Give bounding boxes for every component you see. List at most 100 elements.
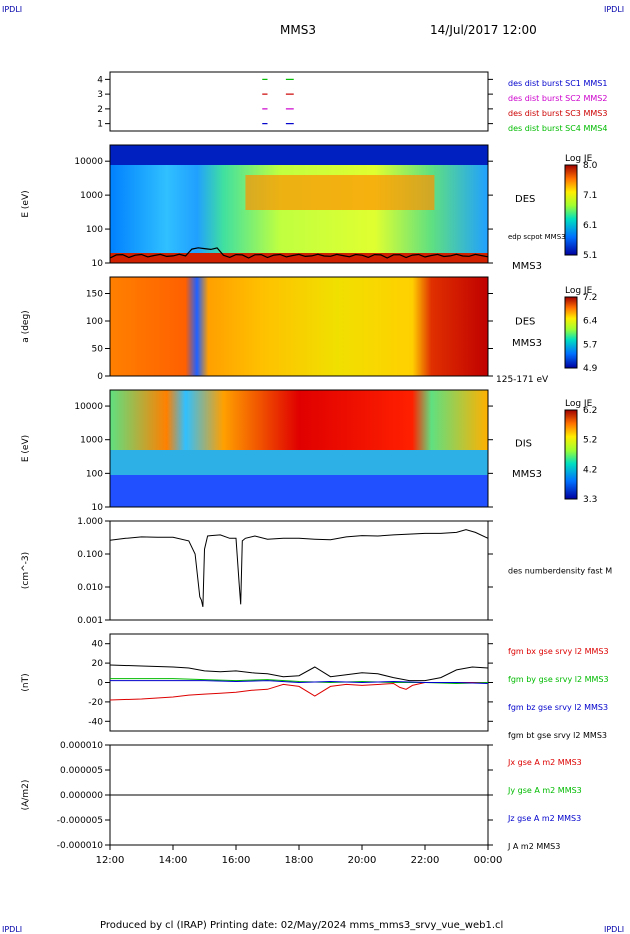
y-tick-label: -20: [88, 698, 103, 708]
x-tick-label: 18:00: [285, 855, 314, 866]
y-axis-label: a (deg): [21, 310, 31, 342]
y-tick-label: 10: [92, 259, 104, 269]
y-tick-label: 3: [97, 90, 103, 100]
colorbar-tick-label: 5.1: [583, 251, 597, 261]
y-tick-label: 10000: [74, 157, 103, 167]
y-tick-label: 0.100: [77, 550, 103, 560]
y-tick-label: 10: [92, 503, 104, 513]
x-tick-label: 14:00: [159, 855, 188, 866]
colorbar-label: Log JE: [565, 154, 593, 164]
corner-mark-bottom-right: IPDLI: [604, 925, 624, 934]
y-tick-label: 0.000000: [60, 791, 103, 801]
y-tick-label: 10000: [74, 402, 103, 412]
colorbar-tick-label: 5.7: [583, 340, 597, 350]
spacecraft-label: MMS3: [512, 469, 542, 480]
colorbar: [564, 296, 578, 369]
dis-energy-spectrogram: [110, 390, 488, 450]
energy-range-label: 125-171 eV: [496, 375, 549, 385]
plot-title: MMS3: [280, 23, 316, 37]
series-line: [110, 680, 489, 684]
series-line: [109, 529, 489, 608]
colorbar-tick-label: 4.2: [583, 465, 597, 475]
y-tick-label: 0.000005: [60, 766, 103, 776]
instrument-label: DES: [515, 194, 535, 205]
panel-frame: [109, 71, 489, 132]
y-axis-label: E (eV): [21, 190, 31, 217]
colorbar-label: Log JE: [565, 286, 593, 296]
corner-mark-top-left: IPDLI: [2, 5, 22, 14]
legend-entry: des dist burst SC4 MMS4: [508, 124, 607, 133]
y-tick-label: 0.001: [77, 616, 103, 626]
legend-entry: fgm bt gse srvy l2 MMS3: [508, 731, 607, 740]
legend-entry: fgm bz gse srvy l2 MMS3: [508, 703, 608, 712]
series-line: [109, 682, 488, 701]
y-tick-label: 100: [86, 469, 103, 479]
y-tick-label: 40: [92, 640, 104, 650]
corner-mark-bottom-left: IPDLI: [2, 925, 22, 934]
y-axis-label: (A/m2): [21, 780, 31, 811]
colorbar-tick-label: 8.0: [583, 161, 598, 171]
legend-entry: des numberdensity fast M: [508, 567, 612, 576]
y-tick-label: 20: [92, 659, 104, 669]
y-tick-label: 150: [86, 290, 103, 300]
plot-datetime: 14/Jul/2017 12:00: [430, 23, 537, 37]
colorbar-label: Log JE: [565, 399, 593, 409]
x-tick-label: 20:00: [348, 855, 377, 866]
des-pitch-angle-spectrogram: [110, 277, 488, 376]
x-tick-label: 00:00: [474, 855, 503, 866]
des-energy-low-band: [110, 253, 488, 263]
x-tick-label: 22:00: [411, 855, 440, 866]
colorbar-tick-label: 7.2: [583, 293, 597, 303]
y-tick-label: -0.000005: [57, 816, 103, 826]
y-tick-label: 100: [86, 317, 103, 327]
scpot-line: [109, 247, 489, 259]
legend-entry: fgm bx gse srvy l2 MMS3: [508, 647, 609, 656]
y-tick-label: -40: [88, 717, 103, 727]
y-tick-label: -0.000010: [57, 841, 103, 851]
series-line: [109, 664, 489, 682]
legend-entry: des dist burst SC1 MMS1: [508, 79, 607, 88]
x-tick-label: 16:00: [222, 855, 251, 866]
y-tick-label: 4: [97, 75, 103, 85]
legend-entry: Jx gse A m2 MMS3: [507, 758, 582, 767]
y-tick-label: 0: [97, 679, 103, 689]
panel-frame: [109, 520, 489, 621]
panel-frame: [109, 144, 489, 264]
legend-entry: Jz gse A m2 MMS3: [507, 814, 581, 823]
spacecraft-label: MMS3: [512, 338, 542, 349]
overlay-label: edp scpot MMS3: [508, 233, 566, 241]
y-tick-label: 1.000: [77, 517, 103, 527]
corner-mark-top-right: IPDLI: [604, 5, 624, 14]
colorbar: [564, 164, 578, 256]
legend-entry: fgm by gse srvy l2 MMS3: [508, 675, 609, 684]
y-tick-label: 50: [92, 345, 104, 355]
spacecraft-label: MMS3: [512, 261, 542, 272]
y-tick-label: 0.000010: [60, 741, 103, 751]
des-energy-hot-band: [245, 175, 435, 210]
y-axis-label: (nT): [21, 673, 31, 691]
colorbar-tick-label: 7.1: [583, 191, 597, 201]
colorbar-tick-label: 3.3: [583, 495, 597, 505]
instrument-label: DIS: [515, 439, 532, 450]
y-tick-label: 0.010: [77, 583, 103, 593]
footer-credits: Produced by cl (IRAP) Printing date: 02/…: [100, 920, 503, 931]
panel-frame: [109, 276, 489, 377]
colorbar-tick-label: 6.1: [583, 221, 597, 231]
colorbar-tick-label: 6.4: [583, 317, 598, 327]
y-tick-label: 1: [97, 120, 103, 130]
legend-entry: des dist burst SC2 MMS2: [508, 94, 607, 103]
y-tick-label: 2: [97, 105, 103, 115]
y-tick-label: 0: [97, 372, 103, 382]
panel-frame: [109, 389, 489, 508]
y-tick-label: 1000: [80, 191, 103, 201]
colorbar-tick-label: 6.2: [583, 406, 597, 416]
legend-entry: Jy gse A m2 MMS3: [507, 786, 582, 795]
colorbar: [564, 409, 578, 500]
y-axis-label: (cm^-3): [21, 552, 31, 589]
colorbar-tick-label: 5.2: [583, 436, 597, 446]
x-tick-label: 12:00: [96, 855, 125, 866]
legend-entry: des dist burst SC3 MMS3: [508, 109, 607, 118]
legend-entry: J A m2 MMS3: [507, 842, 560, 851]
colorbar-tick-label: 4.9: [583, 364, 598, 374]
